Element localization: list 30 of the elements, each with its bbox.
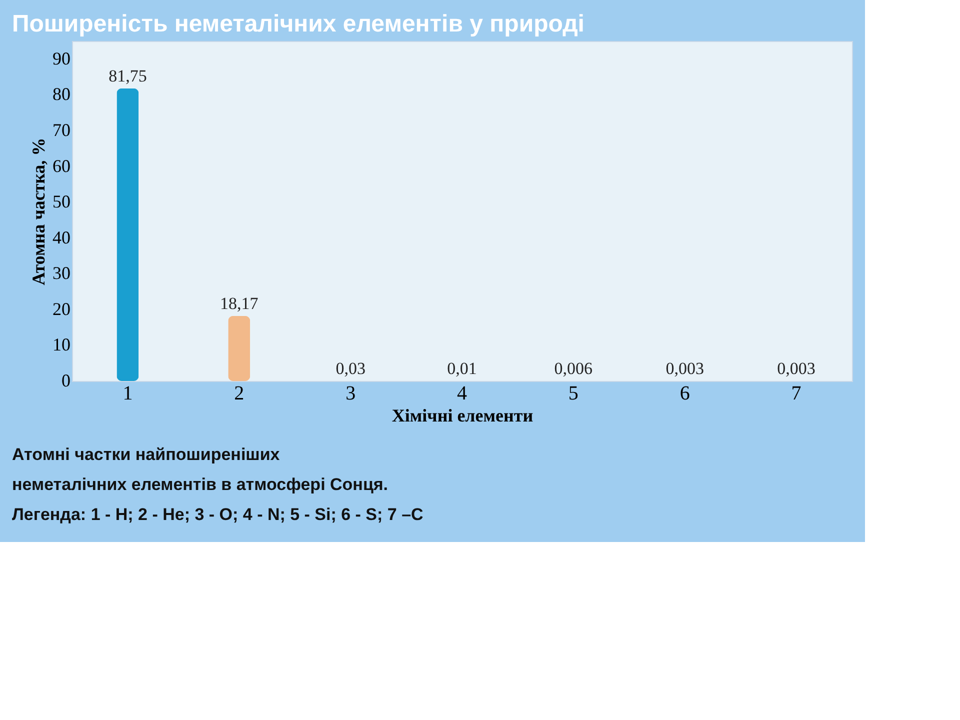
x-tick-label: 3 <box>346 382 356 404</box>
x-tick-label: 1 <box>122 382 133 404</box>
y-tick-label: 80 <box>52 84 70 104</box>
y-tick-label: 40 <box>52 227 70 248</box>
x-axis-title: Хімічні елементи <box>392 406 534 426</box>
y-tick-label: 10 <box>52 334 70 355</box>
x-tick-label: 2 <box>234 382 244 404</box>
chart-title: Поширеність неметалічних елементів у природі <box>12 10 584 38</box>
x-tick-label: 5 <box>568 382 578 404</box>
x-tick-label: 6 <box>680 382 690 404</box>
data-label: 0,003 <box>666 358 704 378</box>
y-tick-label: 70 <box>52 120 70 140</box>
y-tick-label: 0 <box>62 370 70 390</box>
data-label: 0,003 <box>777 358 816 378</box>
data-label: 0,006 <box>554 358 593 378</box>
x-tick-label: 4 <box>457 382 467 404</box>
data-label: 81,75 <box>108 66 147 86</box>
y-tick-label: 50 <box>52 192 70 212</box>
y-tick-label: 20 <box>52 298 70 319</box>
y-axis-title: Атомна частка, % <box>28 138 48 286</box>
text: Легенда: 1 - H; 2 - He; 3 - O; 4 - N; 5 - Si; 6 - S; 7 –C <box>12 505 424 524</box>
data-label: 0,01 <box>447 358 477 378</box>
x-tick-label: 7 <box>791 382 802 404</box>
y-tick-label: 90 <box>52 48 70 68</box>
text: неметалічних елементів в атмосфері Сонця. <box>12 475 388 494</box>
y-tick-label: 60 <box>52 156 70 176</box>
y-tick-label: 30 <box>52 263 70 284</box>
data-label: 18,17 <box>220 294 259 313</box>
data-label: 0,03 <box>336 358 366 378</box>
text: Атомні частки найпоширеніших <box>12 445 280 464</box>
